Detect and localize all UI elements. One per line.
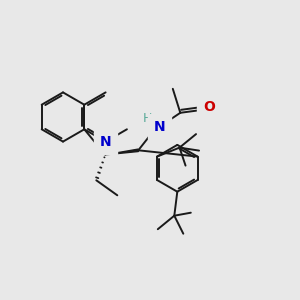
Text: H: H — [142, 112, 152, 125]
Polygon shape — [105, 149, 139, 155]
Text: N: N — [154, 120, 165, 134]
Text: N: N — [100, 135, 111, 148]
Text: O: O — [203, 100, 215, 114]
